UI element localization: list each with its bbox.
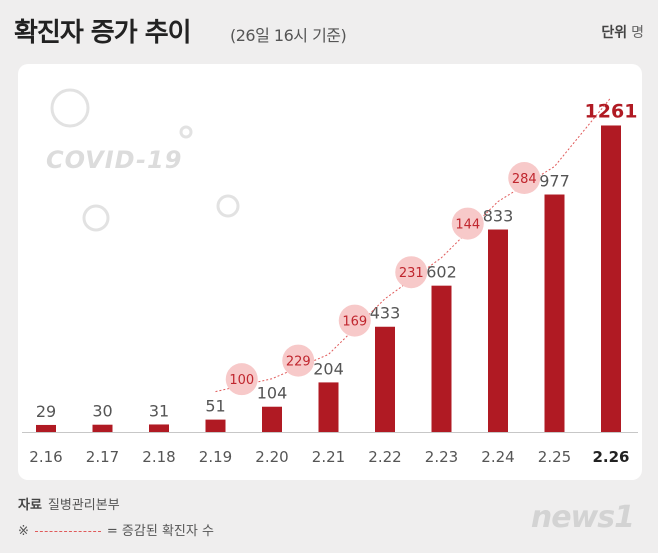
chart-subtitle: (26일 16시 기준) xyxy=(230,26,347,45)
data-label: 29 xyxy=(36,402,56,421)
bar xyxy=(149,424,169,432)
x-tick-label: 2.24 xyxy=(481,448,514,466)
bar xyxy=(205,419,226,432)
covid-watermark: COVID-19 xyxy=(46,146,183,174)
x-tick-label: 2.17 xyxy=(86,448,119,466)
note-text: = 증감된 확진자 수 xyxy=(106,524,214,539)
x-tick-label: 2.23 xyxy=(425,448,458,466)
increment-bubble xyxy=(451,207,484,240)
increment-bubble xyxy=(508,162,541,195)
news1-logo: news1 xyxy=(530,500,635,535)
bar xyxy=(262,406,282,432)
x-tick-label: 2.18 xyxy=(142,448,175,466)
virus-icon xyxy=(50,88,240,232)
increment-bubble xyxy=(338,304,371,337)
x-tick-label: 2.21 xyxy=(312,448,345,466)
x-tick-label: 2.20 xyxy=(255,448,288,466)
x-tick-label: 2.22 xyxy=(368,448,401,466)
unit-value: 명 xyxy=(631,25,644,41)
bar xyxy=(375,326,395,432)
increment-label: 231 xyxy=(399,266,424,281)
bar xyxy=(318,382,339,432)
dashed-line-sample xyxy=(34,531,101,532)
legend-note: ※ = 증감된 확진자 수 xyxy=(18,520,214,539)
x-tick-label: 2.26 xyxy=(592,448,629,466)
source-line: 자료 질병관리본부 xyxy=(18,494,120,513)
increment-bubble xyxy=(282,344,315,377)
data-label: 977 xyxy=(539,172,570,191)
increment-label: 169 xyxy=(342,315,367,330)
bar xyxy=(601,125,621,432)
x-tick-label: 2.16 xyxy=(29,448,62,466)
data-label: 31 xyxy=(149,401,169,420)
bar xyxy=(431,285,452,432)
note-mark: ※ xyxy=(18,524,29,539)
increment-label: 284 xyxy=(512,172,537,187)
data-label: 833 xyxy=(483,207,514,226)
data-label: 602 xyxy=(426,263,457,282)
increment-bubble xyxy=(395,256,428,289)
data-label: 104 xyxy=(257,384,288,403)
data-label: 51 xyxy=(205,397,225,416)
data-label: 433 xyxy=(370,304,401,323)
increment-bubble xyxy=(225,363,258,396)
source-value: 질병관리본부 xyxy=(47,498,120,513)
increment-label: 144 xyxy=(455,218,480,233)
increment-label: 100 xyxy=(229,373,254,388)
bar xyxy=(92,424,113,432)
unit-label: 단위 명 xyxy=(601,22,644,42)
x-tick-label: 2.19 xyxy=(199,448,232,466)
chart-title: 확진자 증가 추이 xyxy=(14,18,192,48)
bar xyxy=(488,229,508,432)
bar xyxy=(544,194,565,432)
unit-key: 단위 xyxy=(601,25,628,41)
bar xyxy=(36,424,56,432)
data-label: 1261 xyxy=(585,100,638,122)
source-key: 자료 xyxy=(18,498,42,513)
x-tick-label: 2.25 xyxy=(538,448,571,466)
data-label: 204 xyxy=(313,359,344,378)
data-label: 30 xyxy=(92,402,112,421)
increment-label: 229 xyxy=(286,355,311,370)
